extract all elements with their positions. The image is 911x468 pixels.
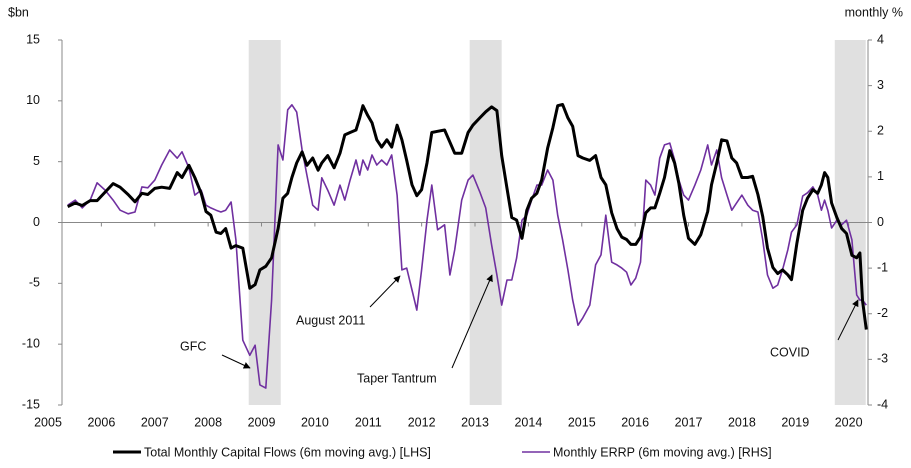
x-tick-label: 2011 [355, 415, 382, 429]
x-tick-label: 2014 [514, 415, 542, 429]
y-tick-label: -10 [22, 336, 40, 350]
x-tick-label: 2010 [301, 415, 329, 429]
y-tick-label: 15 [26, 32, 40, 46]
annotation: COVID [770, 345, 810, 359]
x-tick-label: 2006 [87, 415, 115, 429]
annotation: GFC [180, 339, 206, 353]
series-line [67, 103, 868, 330]
y-axis-label: $bn [8, 5, 29, 19]
legend-label: Total Monthly Capital Flows (6m moving a… [144, 445, 431, 459]
x-tick-label: 2007 [141, 415, 169, 429]
y-tick-label: 10 [26, 93, 40, 107]
annotation-arrow [837, 299, 859, 341]
annotation-arrow [451, 274, 493, 369]
annotation: Taper Tantrum [357, 371, 437, 385]
x-tick-label: 2015 [568, 415, 596, 429]
x-tick-label: 2009 [248, 415, 276, 429]
y2-tick-label: -4 [877, 397, 888, 411]
x-tick-label: 2012 [408, 415, 436, 429]
annotation-arrow [221, 354, 251, 369]
x-tick-label: 2005 [34, 415, 62, 429]
y-tick-label: 0 [33, 215, 40, 229]
y-tick-label: -5 [29, 276, 40, 290]
x-tick-label: 2016 [621, 415, 649, 429]
y-tick-label: -15 [22, 397, 40, 411]
x-tick-label: 2019 [781, 415, 809, 429]
x-tick-label: 2018 [728, 415, 756, 429]
y2-tick-label: 3 [877, 78, 884, 92]
annotation-arrow [369, 275, 401, 308]
x-tick-label: 2013 [461, 415, 489, 429]
series-line [67, 104, 867, 389]
x-tick-label: 2008 [194, 415, 222, 429]
y2-tick-label: 2 [877, 124, 884, 138]
y2-tick-label: 0 [877, 215, 884, 229]
y-tick-label: 5 [33, 154, 40, 168]
legend-label: Monthly ERRP (6m moving avg.) [RHS] [553, 445, 772, 459]
y2-tick-label: 1 [877, 169, 884, 183]
y2-tick-label: -1 [877, 260, 888, 274]
y2-axis-label: monthly % [845, 5, 903, 19]
y2-tick-label: -2 [877, 306, 888, 320]
annotation: August 2011 [296, 313, 365, 327]
x-tick-label: 2017 [675, 415, 703, 429]
y2-tick-label: -3 [877, 352, 888, 366]
x-tick-label: 2020 [835, 415, 863, 429]
y2-tick-label: 4 [877, 32, 884, 46]
